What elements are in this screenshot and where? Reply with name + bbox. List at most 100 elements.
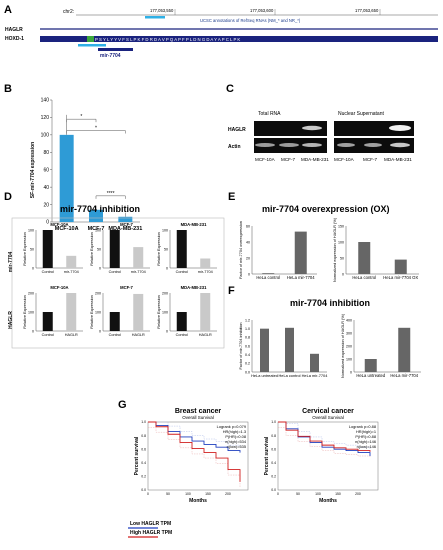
mini-bar bbox=[364, 359, 377, 372]
mini-ytick-label: 50 bbox=[340, 256, 344, 260]
mini-ytick-label: 0 bbox=[32, 266, 34, 270]
mini-bar bbox=[109, 312, 120, 331]
mini-category-label: Control bbox=[176, 270, 188, 274]
panel-b-bar-chart: SF-mir-7704 expression 0 20 40 60 80 100 120 14… bbox=[30, 98, 142, 232]
mini-category-label: HeLa control bbox=[278, 373, 300, 378]
b-category-label: MCF-7 bbox=[88, 226, 105, 232]
mir-7704-label: mir-7704 bbox=[100, 53, 121, 59]
panel-d-ylabel-bottom: HAGLR bbox=[8, 311, 14, 329]
mini-bar bbox=[398, 327, 411, 372]
mini-category-label: HeLa untreated bbox=[356, 373, 386, 378]
mini-ytick-label: 0 bbox=[342, 272, 344, 276]
mini-ytick-label: 0.4 bbox=[245, 353, 250, 357]
mini-category-label: Control bbox=[176, 333, 188, 337]
panel-b-letter: B bbox=[4, 83, 12, 95]
mini-ytick-label: 100 bbox=[162, 228, 168, 232]
mini-bar bbox=[66, 293, 77, 331]
survival-stat: n(low)=146 bbox=[357, 444, 376, 449]
panel-a-genome-browser: chr2: 177,053,550 177,053,600 177,053,65… bbox=[5, 8, 438, 59]
survival-xtick: 50 bbox=[166, 492, 170, 496]
panel-d-ylabel-top: mir-7704 bbox=[8, 252, 14, 273]
mini-ytick-label: 0 bbox=[166, 266, 168, 270]
mini-ytick-label: 100 bbox=[338, 240, 344, 244]
lane-label-5: MCF-7 bbox=[363, 157, 377, 162]
lane-label-3: MDA-MB-231 bbox=[301, 157, 329, 162]
survival-xlabel: Months bbox=[319, 498, 337, 504]
survival-ytick: 0.6 bbox=[271, 447, 276, 451]
legend-high: High HAGLR TPM bbox=[130, 530, 172, 536]
mini-ytick-label: 150 bbox=[338, 224, 344, 228]
mini-ytick-label: 200 bbox=[162, 291, 168, 295]
lane-label-1: MCF-10A bbox=[255, 157, 276, 162]
survival-title: Breast cancer bbox=[175, 408, 222, 415]
survival-ytick: 0.8 bbox=[141, 434, 146, 438]
mini-bar bbox=[133, 293, 144, 331]
mini-chart-ylabel: Relative Expression bbox=[90, 232, 94, 266]
mini-chart-ylabel: Factor of mir-7704 inhibition bbox=[239, 322, 243, 369]
survival-ytick: 0.4 bbox=[141, 461, 146, 465]
mini-ytick-label: 0 bbox=[99, 266, 101, 270]
mini-ytick-label: 200 bbox=[28, 291, 34, 295]
mini-ytick-label: 0 bbox=[166, 329, 168, 333]
survival-subtitle: Overall Survival bbox=[312, 415, 344, 420]
b-sig-bracket bbox=[95, 195, 126, 199]
survival-curve-high bbox=[278, 421, 371, 452]
survival-stat: n(high)=146 bbox=[355, 439, 376, 444]
band-total-haglr-mda bbox=[302, 125, 322, 131]
mini-ytick-label: 300 bbox=[346, 331, 352, 335]
survival-stat: n(low)=535 bbox=[227, 444, 246, 449]
survival-plot-frame bbox=[277, 421, 379, 491]
mini-category-label: HeLa untreated bbox=[251, 373, 278, 378]
mini-bar bbox=[109, 230, 120, 268]
mini-ytick-label: 50 bbox=[30, 247, 34, 251]
mini-ytick-label: 200 bbox=[346, 344, 352, 348]
b-ytick-label: 140 bbox=[41, 98, 50, 104]
survival-stat: HR(high)=1.3 bbox=[223, 429, 246, 434]
mini-bar bbox=[176, 230, 187, 268]
mini-bar bbox=[200, 258, 211, 268]
survival-stat: n(high)=534 bbox=[225, 439, 247, 444]
panel-e-charts: 0 20 40 60 HeLa control HeLa mir-7704 Factor o… bbox=[239, 217, 419, 282]
mini-bar bbox=[42, 312, 53, 331]
mini-category-label: HeLa control bbox=[352, 275, 376, 280]
lane-label-6: MDA-MB-231 bbox=[384, 157, 412, 162]
mini-ytick-label: 100 bbox=[95, 310, 101, 314]
mini-category-label: HeLa mir-7704 bbox=[287, 275, 315, 280]
b-ytick-label: 0 bbox=[46, 220, 49, 226]
panel-g-legend: Low HAGLR TPM High HAGLR TPM bbox=[128, 521, 172, 538]
mini-ytick-label: 100 bbox=[28, 228, 34, 232]
mini-chart-title: MCF-7 bbox=[120, 222, 133, 227]
mini-ytick-label: 100 bbox=[162, 310, 168, 314]
mini-ytick-label: 50 bbox=[164, 247, 168, 251]
lane-label-2: MCF-7 bbox=[281, 157, 295, 162]
mini-category-label: HAGLR bbox=[199, 333, 212, 337]
panel-f-letter: F bbox=[228, 285, 235, 297]
mini-bar bbox=[176, 312, 187, 331]
protein-sequence: P S Y L Y Y V F S L P K F D R D A V P Q … bbox=[95, 37, 240, 42]
survival-ytick: 0.2 bbox=[141, 475, 146, 479]
mini-bar bbox=[262, 273, 275, 274]
mini-chart-ylabel: Normalized expression of HAGLR (%) bbox=[333, 217, 337, 282]
lane-label-4: MCF-10A bbox=[334, 157, 355, 162]
survival-xtick: 200 bbox=[355, 492, 361, 496]
survival-ytick: 0.6 bbox=[141, 447, 146, 451]
mini-ytick-label: 20 bbox=[246, 256, 250, 260]
survival-xtick: 150 bbox=[335, 492, 341, 496]
mini-ytick-label: 0.0 bbox=[245, 370, 250, 374]
b-sig-label: * bbox=[95, 126, 97, 132]
survival-ytick: 1.0 bbox=[271, 420, 276, 424]
mini-ytick-label: 1.0 bbox=[245, 327, 250, 331]
mini-category-label: HeLa mir-7704 bbox=[302, 373, 329, 378]
mini-category-label: Control bbox=[42, 270, 54, 274]
mini-ytick-label: 50 bbox=[97, 247, 101, 251]
mini-category-label: Control bbox=[109, 333, 121, 337]
legend-low: Low HAGLR TPM bbox=[130, 521, 171, 527]
mini-chart-title: MDA-MB-231 bbox=[181, 285, 207, 290]
b-sig-bracket bbox=[66, 130, 126, 134]
survival-ylabel: Percent survival bbox=[264, 436, 270, 475]
mini-ytick-label: 0.6 bbox=[245, 344, 250, 348]
mini-chart-ylabel: Relative Expression bbox=[157, 232, 161, 266]
survival-stat: Logrank p=0.079 bbox=[217, 424, 246, 429]
band-total-actin-mcf7 bbox=[279, 143, 299, 147]
